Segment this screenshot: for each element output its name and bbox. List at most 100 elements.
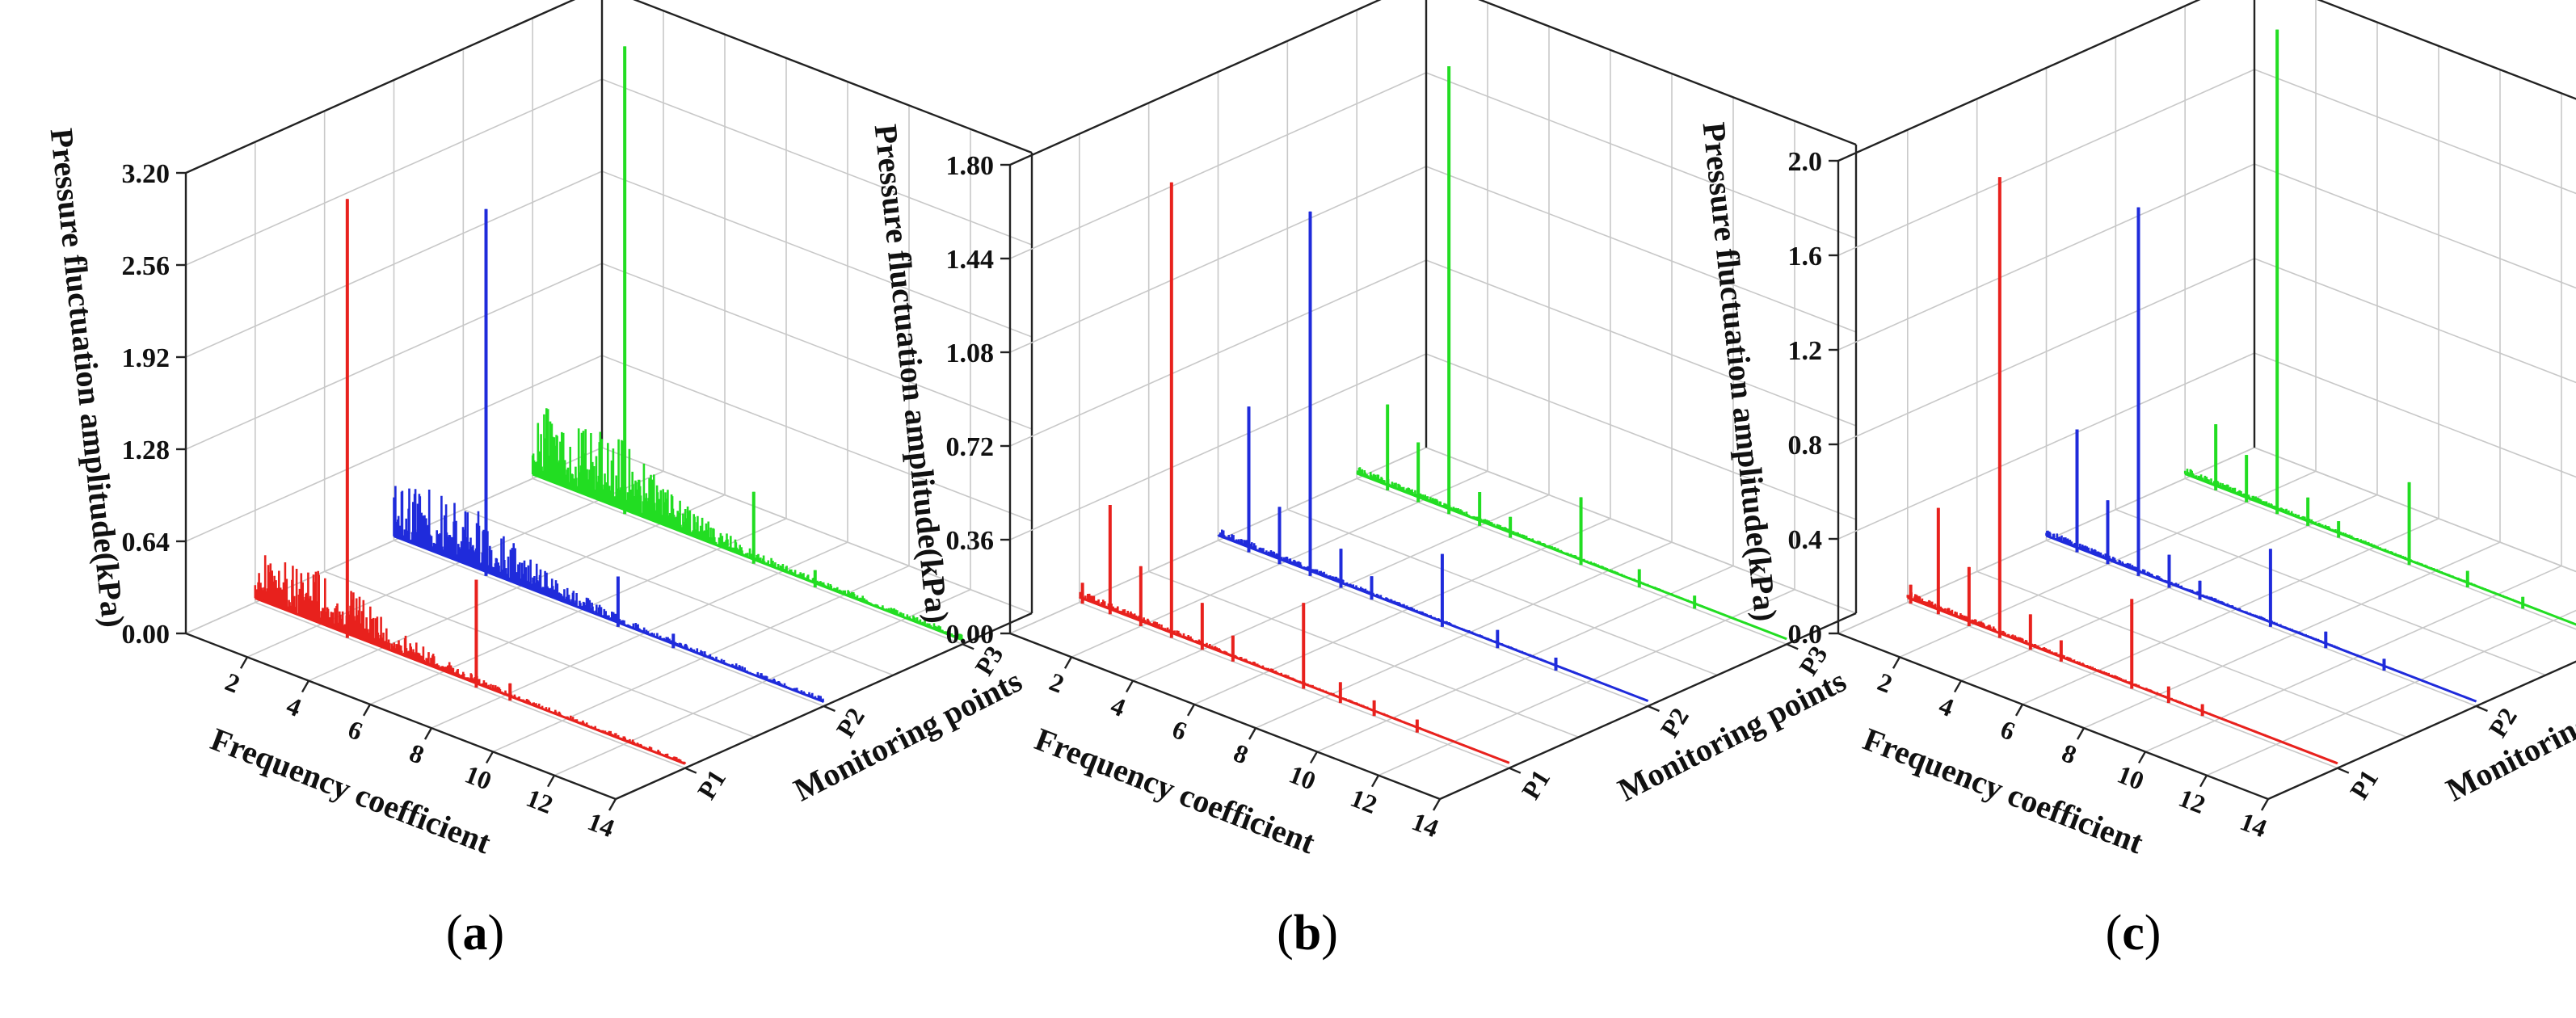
grid-line (601, 170, 1033, 338)
y-tick-label: 1.92 (122, 343, 170, 373)
x-tick (1309, 751, 1319, 764)
grid-line (2115, 508, 2546, 676)
x-axis (1009, 632, 1441, 801)
grid-line (1837, 163, 2255, 351)
y-tick-label: 0.8 (1788, 431, 1823, 461)
y-tick-label: 0.64 (122, 528, 170, 557)
x-tick-label: 4 (1935, 691, 1958, 722)
grid-line (1907, 601, 2338, 769)
x-tick (1186, 704, 1196, 717)
series-P2-baseline (393, 535, 825, 704)
x-tick (2014, 704, 2024, 717)
x-tick (423, 727, 433, 740)
x-tick (301, 679, 310, 693)
grid-line (1287, 508, 1718, 676)
y-tick-label: 1.08 (946, 339, 995, 368)
x-tick-label: 2 (1874, 667, 1896, 698)
x-tick-label: 6 (1997, 714, 2019, 746)
z-tick (1648, 705, 1660, 713)
y-tick-label: 0.72 (946, 432, 995, 462)
series-P1-baseline (255, 596, 686, 765)
x-tick (1370, 775, 1380, 788)
z-tick (823, 705, 836, 713)
grid-line (1425, 447, 1857, 614)
grid-line (2317, 0, 2576, 100)
frame-edge (1009, 0, 1382, 166)
frame-edge (1478, 0, 1857, 146)
grid-line (463, 508, 894, 676)
grid-line (2254, 69, 2576, 195)
grid-line (2184, 477, 2576, 630)
y-tick-label: 1.28 (122, 435, 170, 465)
grid-line (2254, 447, 2576, 573)
grid-line (185, 170, 603, 358)
x-tick (362, 704, 372, 717)
grid-line (1425, 259, 1857, 427)
series-P3-baseline (2184, 473, 2576, 626)
y-tick-label: 0.4 (1788, 525, 1823, 555)
panel-label-c: (c) (2105, 906, 2161, 961)
x-tick (608, 798, 617, 811)
panel-label-a: (a) (445, 906, 505, 961)
x-axis (1837, 632, 2269, 801)
grid-line (1079, 601, 1510, 769)
series-P3-baseline (1356, 472, 1787, 641)
x-tick (1892, 656, 1901, 669)
z-tick (1786, 643, 1799, 650)
y-tick-label: 3.20 (122, 159, 170, 189)
y-axis-title: Pressure fluctuation amplitude(kPa) (1696, 120, 1785, 623)
x-tick-label: 12 (2175, 783, 2210, 819)
grid-line (2254, 447, 2576, 573)
x-tick (2076, 727, 2086, 740)
frame-edge (1837, 0, 2201, 162)
grid-line (185, 355, 603, 542)
x-tick (2260, 798, 2270, 811)
z-tick (2337, 767, 2350, 774)
x-tick-label: 14 (2237, 806, 2271, 843)
grid-line (601, 447, 1033, 614)
z-tick (1509, 767, 1522, 774)
panel-label-b: (b) (1277, 906, 1338, 961)
x-tick (2199, 775, 2208, 788)
y-tick-label: 2.0 (1788, 147, 1823, 177)
y-tick-label: 1.80 (946, 151, 995, 181)
grid-line (1009, 166, 1427, 353)
y-tick-label: 1.2 (1788, 336, 1823, 366)
grid-line (1218, 540, 1648, 707)
grid-line (185, 263, 603, 450)
y-tick-label: 0.00 (946, 620, 995, 650)
grid-line (1976, 570, 2407, 738)
grid-line (1148, 570, 1579, 738)
frame-edge (633, 0, 1033, 154)
grid-line (1837, 352, 2255, 540)
x-tick-label: 8 (2058, 738, 2081, 769)
series-P2-spectrum (2045, 207, 2477, 702)
grid-line (1009, 72, 1427, 259)
grid-line (601, 263, 1033, 430)
z-tick (962, 643, 974, 650)
grid-line (1425, 166, 1857, 333)
grid-line (1356, 477, 1787, 646)
frame-edge (185, 0, 576, 175)
grid-line (601, 355, 1033, 522)
grid-line (2254, 163, 2576, 289)
z-tick-label: P1 (2344, 764, 2384, 804)
x-tick (1063, 656, 1073, 669)
x-tick-label: 10 (2114, 759, 2149, 796)
x-tick (1953, 679, 1963, 693)
x-tick (485, 751, 495, 764)
y-tick-label: 1.6 (1788, 242, 1823, 271)
series-P1-baseline (1079, 595, 1510, 764)
grid-line (1837, 69, 2255, 256)
grid-line (324, 570, 755, 738)
grid-line (2267, 660, 2576, 800)
x-tick (239, 656, 249, 669)
series-P2-baseline (1217, 534, 1649, 702)
y-tick-label: 0.36 (946, 526, 995, 556)
grid-line (2254, 258, 2576, 384)
grid-line (2254, 352, 2576, 478)
grid-line (1425, 72, 1857, 239)
x-tick (2137, 751, 2147, 764)
